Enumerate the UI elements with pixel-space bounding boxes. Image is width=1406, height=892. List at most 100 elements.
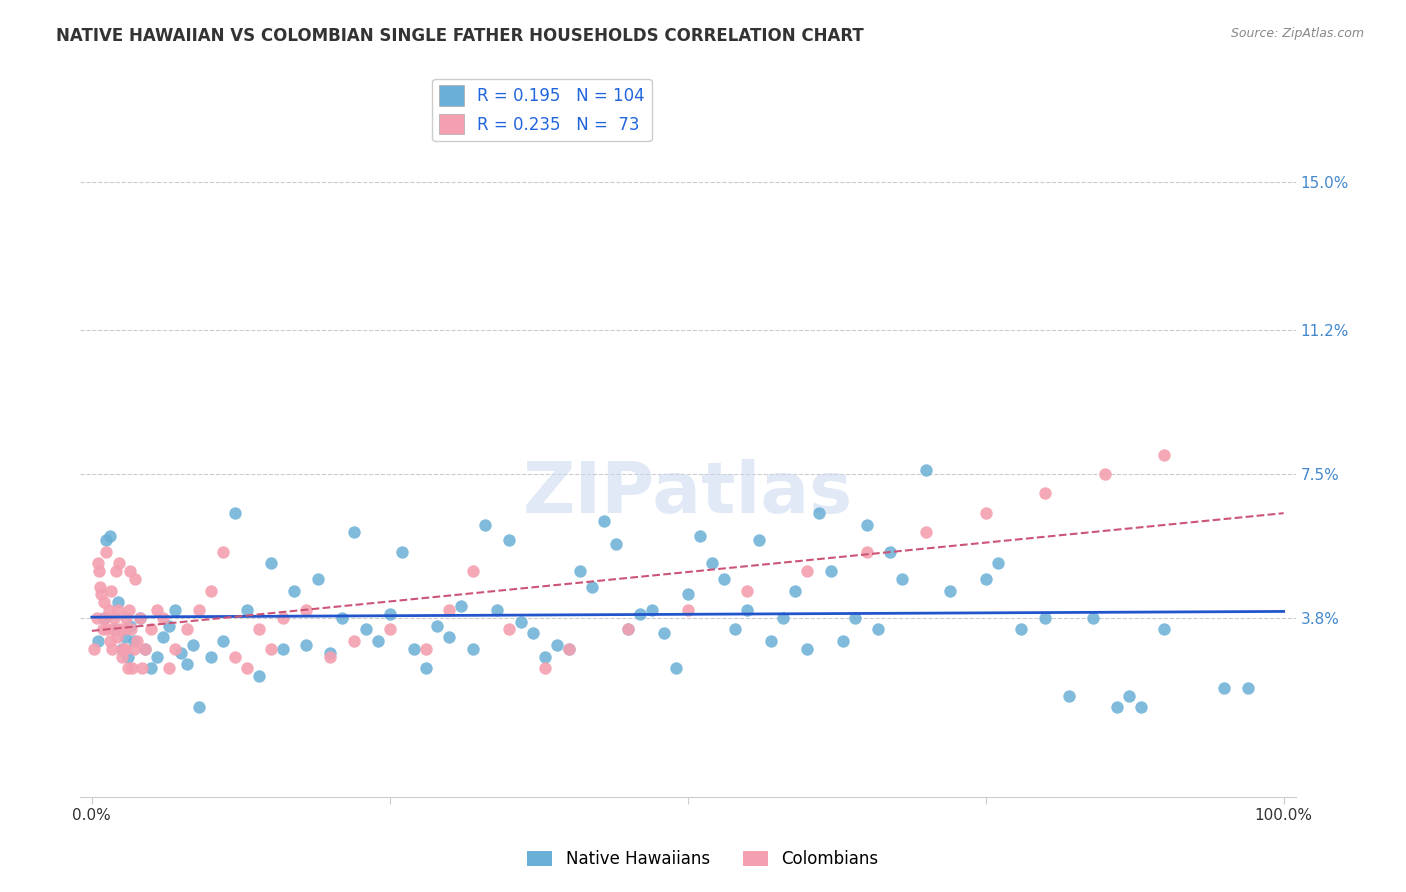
Point <box>100 583 122 598</box>
Point <box>974 572 997 586</box>
Point <box>157 661 180 675</box>
Point <box>391 545 413 559</box>
Point <box>165 603 187 617</box>
Point <box>188 700 211 714</box>
Point <box>283 583 305 598</box>
Point <box>939 583 962 598</box>
Point <box>796 564 818 578</box>
Point <box>117 649 139 664</box>
Point <box>134 642 156 657</box>
Point <box>122 634 145 648</box>
Point <box>772 611 794 625</box>
Point <box>271 611 294 625</box>
Point <box>855 517 877 532</box>
Point <box>796 642 818 657</box>
Legend: Native Hawaiians, Colombians: Native Hawaiians, Colombians <box>520 844 886 875</box>
Point <box>439 603 461 617</box>
Point <box>605 537 627 551</box>
Point <box>176 623 198 637</box>
Point <box>415 661 437 675</box>
Point <box>533 649 555 664</box>
Point <box>200 583 222 598</box>
Point <box>879 545 901 559</box>
Point <box>108 557 131 571</box>
Point <box>1129 700 1152 714</box>
Point <box>94 545 117 559</box>
Point <box>114 630 136 644</box>
Point <box>176 657 198 672</box>
Text: Source: ZipAtlas.com: Source: ZipAtlas.com <box>1230 27 1364 40</box>
Point <box>367 634 389 648</box>
Point <box>87 634 110 648</box>
Point <box>117 661 139 675</box>
Point <box>146 649 169 664</box>
Point <box>974 506 997 520</box>
Point <box>236 661 259 675</box>
Point <box>593 514 616 528</box>
Point <box>141 661 163 675</box>
Point <box>124 572 146 586</box>
Point <box>378 623 401 637</box>
Point <box>1213 681 1236 695</box>
Point <box>737 603 759 617</box>
Point <box>101 642 124 657</box>
Point <box>89 580 111 594</box>
Point <box>118 564 141 578</box>
Point <box>343 525 366 540</box>
Point <box>1105 700 1128 714</box>
Point <box>820 564 842 578</box>
Point <box>83 642 105 657</box>
Point <box>90 587 112 601</box>
Point <box>569 564 592 578</box>
Point <box>97 603 120 617</box>
Point <box>212 634 235 648</box>
Point <box>104 623 127 637</box>
Point <box>118 603 141 617</box>
Point <box>1033 611 1056 625</box>
Point <box>259 557 281 571</box>
Point <box>378 607 401 621</box>
Point <box>641 603 664 617</box>
Point <box>157 618 180 632</box>
Point <box>831 634 853 648</box>
Point <box>295 603 318 617</box>
Point <box>713 572 735 586</box>
Point <box>343 634 366 648</box>
Point <box>111 649 134 664</box>
Point <box>105 630 128 644</box>
Point <box>533 661 555 675</box>
Point <box>115 611 138 625</box>
Point <box>114 642 136 657</box>
Point <box>259 642 281 657</box>
Point <box>676 587 699 601</box>
Point <box>1153 448 1175 462</box>
Point <box>94 611 117 625</box>
Point <box>165 642 187 657</box>
Point <box>617 623 640 637</box>
Point <box>652 626 675 640</box>
Point <box>1237 681 1260 695</box>
Point <box>86 611 108 625</box>
Point <box>112 623 135 637</box>
Point <box>91 623 114 637</box>
Point <box>450 599 472 614</box>
Point <box>93 595 115 609</box>
Point <box>676 603 699 617</box>
Point <box>474 517 496 532</box>
Point <box>557 642 579 657</box>
Point <box>121 661 143 675</box>
Point <box>96 623 118 637</box>
Point <box>98 634 121 648</box>
Point <box>111 642 134 657</box>
Point <box>319 649 342 664</box>
Point <box>93 611 115 625</box>
Point <box>98 529 121 543</box>
Point <box>212 545 235 559</box>
Point <box>127 634 149 648</box>
Point <box>915 525 938 540</box>
Point <box>486 603 509 617</box>
Point <box>111 642 134 657</box>
Point <box>188 603 211 617</box>
Point <box>94 533 117 547</box>
Text: ZIPatlas: ZIPatlas <box>523 459 853 528</box>
